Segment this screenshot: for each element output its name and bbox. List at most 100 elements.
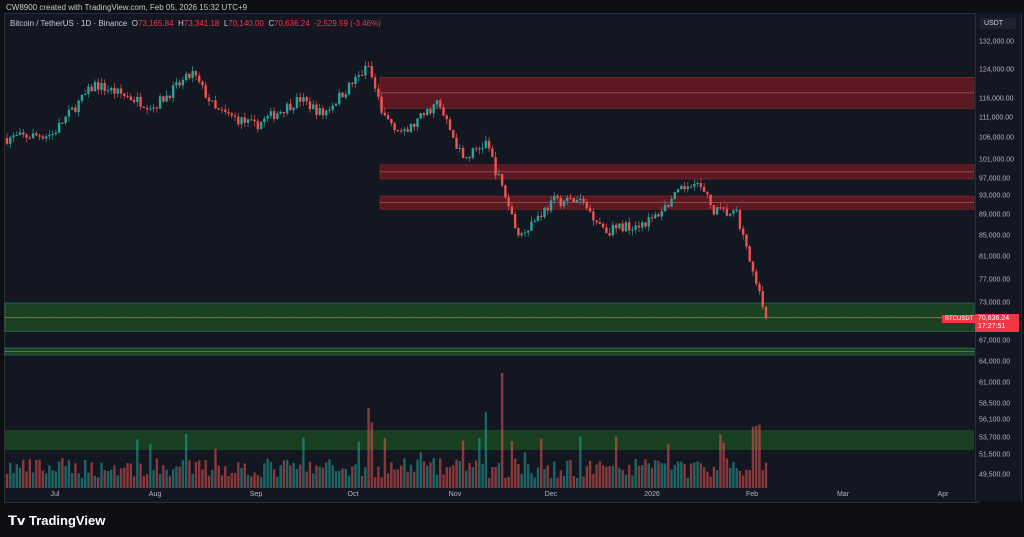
candle-body: [188, 73, 191, 78]
volume-bar: [725, 458, 729, 488]
price-tick: 101,000.00: [979, 156, 1015, 164]
price-axis[interactable]: USDT 132,000.00 124,000.00 116,000.00 111,0…: [975, 13, 1022, 501]
candle-body: [442, 107, 445, 116]
candle-body: [38, 135, 41, 137]
candle-body: [48, 134, 51, 137]
volume-bar: [530, 473, 533, 488]
volume-bar: [641, 465, 644, 488]
candle-body: [605, 227, 608, 234]
candle-body: [598, 222, 602, 224]
volume-bar: [575, 477, 579, 488]
candle-body: [250, 119, 253, 121]
candle-body: [285, 103, 289, 114]
price-tick: 89,000.00: [979, 211, 1011, 219]
volume-bar: [207, 475, 211, 488]
candle-body: [302, 97, 305, 102]
volume-bar: [500, 373, 504, 488]
candle-body: [367, 65, 370, 67]
volume-bar: [419, 452, 422, 488]
candle-body: [380, 96, 383, 113]
volume-bar: [28, 459, 32, 488]
volume-bar: [761, 470, 764, 488]
candle-body: [15, 134, 18, 136]
volume-bar: [429, 462, 432, 488]
volume-bar: [325, 462, 328, 488]
candle-body: [543, 207, 546, 217]
candle-body: [373, 77, 377, 89]
candle-body: [491, 148, 494, 158]
volume-bar: [38, 459, 41, 488]
volume-bar: [611, 465, 615, 488]
volume-bar: [435, 474, 439, 488]
price-tick: 97,000.00: [979, 175, 1011, 183]
candle-body: [728, 213, 732, 216]
volume-bar: [484, 412, 488, 488]
candle-body: [715, 207, 719, 215]
candle-body: [168, 95, 172, 98]
volume-bar: [360, 475, 364, 488]
candle-body: [321, 108, 325, 116]
volume-bar: [621, 470, 624, 488]
watermark: CW8900 created with TradingView.com, Feb…: [6, 3, 248, 12]
volume-bar: [370, 422, 374, 488]
candle-body: [211, 100, 214, 102]
volume-bar: [165, 469, 168, 488]
volume-bar: [637, 465, 641, 488]
currency-label[interactable]: USDT: [980, 18, 1016, 29]
volume-bar: [282, 460, 286, 488]
volume-bar: [559, 470, 562, 488]
volume-bar: [110, 469, 113, 488]
candle-body: [556, 195, 559, 198]
volume-bar: [461, 440, 465, 488]
candle-body: [289, 103, 292, 111]
candle-body: [530, 221, 533, 231]
candle-body: [97, 82, 100, 90]
candle-body: [123, 93, 126, 96]
candle-body: [732, 210, 735, 214]
volume-bar: [458, 461, 461, 488]
candle-body: [761, 291, 764, 307]
candle-body: [214, 100, 217, 109]
time-tick: Oct: [347, 491, 359, 498]
volume-bar: [588, 460, 592, 488]
candle-body: [419, 113, 422, 119]
volume-bar: [383, 438, 387, 488]
price-tick: 77,000.00: [979, 276, 1011, 284]
volume-bar: [292, 462, 295, 488]
volume-bar: [569, 459, 572, 488]
volume-zone: [5, 430, 974, 450]
bar-countdown: 17:27:51: [978, 323, 1006, 330]
volume-bar: [308, 461, 312, 488]
volume-bar: [136, 439, 139, 488]
price-tick: 58,500.00: [979, 400, 1011, 408]
candle-body: [406, 129, 409, 132]
candle-body: [412, 123, 416, 127]
volume-bar: [491, 466, 494, 488]
candlestick-chart[interactable]: [0, 0, 975, 501]
candle-body: [318, 108, 321, 115]
candle-body: [654, 214, 657, 219]
price-tick: 85,000.00: [979, 232, 1011, 240]
candle-body: [689, 186, 693, 188]
volume-bar: [64, 466, 67, 488]
candle-body: [468, 157, 471, 159]
candle-body: [357, 75, 361, 77]
symbol-title: Bitcoin / TetherUS · 1D · Binance: [10, 19, 128, 28]
candle-body: [474, 148, 478, 150]
volume-bar: [253, 472, 256, 488]
candle-body: [569, 197, 572, 199]
candle-body: [706, 191, 709, 195]
candle-body: [360, 75, 364, 77]
price-tick: 111,000.00: [979, 114, 1013, 122]
candle-body: [67, 109, 71, 117]
volume-bar: [289, 465, 292, 488]
candle-body: [663, 204, 667, 212]
volume-bar: [51, 470, 54, 488]
candle-body: [298, 97, 302, 102]
volume-bar: [670, 469, 673, 488]
volume-bar: [706, 471, 709, 488]
candle-body: [634, 225, 637, 230]
candle-body: [266, 115, 269, 119]
volume-bar: [624, 474, 628, 488]
volume-bar: [432, 458, 435, 488]
